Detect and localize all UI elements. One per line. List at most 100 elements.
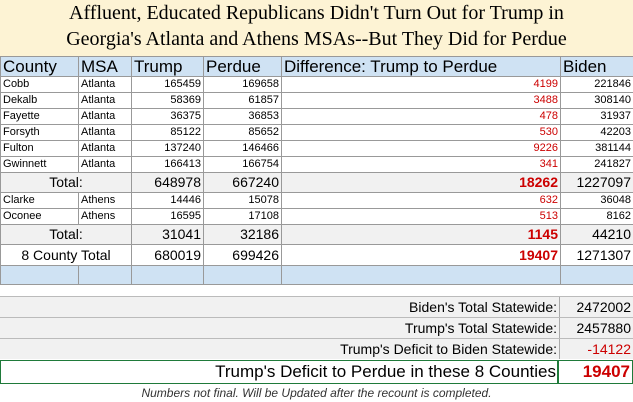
table-row: Forsyth Atlanta 85122 85652 530 42203 <box>0 124 633 141</box>
table-row: Fulton Atlanta 137240 146466 9226 381144 <box>0 140 633 157</box>
atlanta-total-row: Total: 648978 667240 18262 1227097 <box>0 172 633 193</box>
grand-total-label: 8 County Total <box>0 244 132 266</box>
biden-cell: 36048 <box>560 192 633 209</box>
header-county: County <box>0 56 79 77</box>
grand-total-trump: 680019 <box>131 244 204 266</box>
difference-cell: 513 <box>281 208 561 225</box>
athens-total-biden: 44210 <box>560 224 633 245</box>
perdue-cell: 169658 <box>203 76 282 93</box>
spacer-cell <box>281 265 561 285</box>
table-row: Clarke Athens 14446 15078 632 36048 <box>0 192 633 209</box>
table-row: Dekalb Atlanta 58369 61857 3488 308140 <box>0 92 633 109</box>
spacer-cell <box>560 265 633 285</box>
difference-cell: 478 <box>281 108 561 125</box>
biden-cell: 42203 <box>560 124 633 141</box>
deficit-statewide-value: -14122 <box>587 341 631 357</box>
atlanta-total-trump: 648978 <box>131 172 204 193</box>
title-line-2: Georgia's Atlanta and Athens MSAs--But T… <box>66 28 567 50</box>
trump-cell: 85122 <box>131 124 204 141</box>
table-row: Oconee Athens 16595 17108 513 8162 <box>0 208 633 225</box>
header-difference: Difference: Trump to Perdue <box>281 56 561 77</box>
msa-cell: Atlanta <box>78 156 132 173</box>
county-cell: Clarke <box>0 192 79 209</box>
msa-cell: Atlanta <box>78 76 132 93</box>
atlanta-total-label: Total: <box>0 172 132 193</box>
trump-statewide-value: 2457880 <box>576 320 631 336</box>
grand-total-biden: 1271307 <box>560 244 633 266</box>
difference-cell: 3488 <box>281 92 561 109</box>
header-msa: MSA <box>78 56 132 77</box>
msa-cell: Atlanta <box>78 124 132 141</box>
perdue-deficit-label: Trump's Deficit to Perdue in these 8 Cou… <box>215 362 556 381</box>
spacer-cell <box>78 265 132 285</box>
perdue-cell: 36853 <box>203 108 282 125</box>
difference-cell: 4199 <box>281 76 561 93</box>
perdue-cell: 17108 <box>203 208 282 225</box>
divider <box>559 339 560 359</box>
msa-cell: Atlanta <box>78 140 132 157</box>
deficit-statewide-row: Trump's Deficit to Biden Statewide: -141… <box>0 338 633 359</box>
perdue-deficit-value: 19407 <box>582 362 630 381</box>
spacer-row <box>0 265 633 285</box>
grand-total-perdue: 699426 <box>203 244 282 266</box>
trump-cell: 14446 <box>131 192 204 209</box>
divider <box>557 361 559 383</box>
trump-statewide-label: Trump's Total Statewide: <box>404 320 557 336</box>
athens-total-trump: 31041 <box>131 224 204 245</box>
trump-cell: 137240 <box>131 140 204 157</box>
sheet-title: Affluent, Educated Republicans Didn't Tu… <box>0 0 633 57</box>
county-cell: Dekalb <box>0 92 79 109</box>
msa-cell: Athens <box>78 208 132 225</box>
county-cell: Oconee <box>0 208 79 225</box>
biden-cell: 308140 <box>560 92 633 109</box>
difference-cell: 632 <box>281 192 561 209</box>
atlanta-total-difference: 18262 <box>281 172 561 193</box>
trump-statewide-row: Trump's Total Statewide: 2457880 <box>0 317 633 338</box>
atlanta-total-biden: 1227097 <box>560 172 633 193</box>
title-line-1: Affluent, Educated Republicans Didn't Tu… <box>69 2 564 24</box>
biden-cell: 381144 <box>560 140 633 157</box>
table-row: Gwinnett Atlanta 166413 166754 341 24182… <box>0 156 633 173</box>
biden-statewide-label: Biden's Total Statewide: <box>409 299 557 315</box>
athens-total-difference: 1145 <box>281 224 561 245</box>
biden-cell: 221846 <box>560 76 633 93</box>
difference-cell: 530 <box>281 124 561 141</box>
msa-cell: Athens <box>78 192 132 209</box>
perdue-cell: 85652 <box>203 124 282 141</box>
difference-cell: 9226 <box>281 140 561 157</box>
atlanta-total-perdue: 667240 <box>203 172 282 193</box>
biden-statewide-row: Biden's Total Statewide: 2472002 <box>0 296 633 317</box>
county-cell: Cobb <box>0 76 79 93</box>
results-table: County MSA Trump Perdue Difference: Trum… <box>0 56 633 285</box>
header-perdue: Perdue <box>203 56 282 77</box>
difference-cell: 341 <box>281 156 561 173</box>
athens-total-row: Total: 31041 32186 1145 44210 <box>0 224 633 245</box>
msa-cell: Atlanta <box>78 92 132 109</box>
trump-cell: 58369 <box>131 92 204 109</box>
footnote: Numbers not final. Will be Updated after… <box>141 386 492 400</box>
spacer-cell <box>0 265 79 285</box>
divider <box>559 297 560 317</box>
spacer-cell <box>203 265 282 285</box>
deficit-statewide-label: Trump's Deficit to Biden Statewide: <box>340 341 557 357</box>
header-biden: Biden <box>560 56 633 77</box>
biden-cell: 8162 <box>560 208 633 225</box>
trump-cell: 165459 <box>131 76 204 93</box>
divider <box>559 318 560 338</box>
county-cell: Forsyth <box>0 124 79 141</box>
table-row: Fayette Atlanta 36375 36853 478 31937 <box>0 108 633 125</box>
header-row: County MSA Trump Perdue Difference: Trum… <box>0 56 633 77</box>
county-cell: Gwinnett <box>0 156 79 173</box>
grand-total-row: 8 County Total 680019 699426 19407 12713… <box>0 244 633 266</box>
table-row: Cobb Atlanta 165459 169658 4199 221846 <box>0 76 633 93</box>
athens-total-perdue: 32186 <box>203 224 282 245</box>
spacer-cell <box>131 265 204 285</box>
county-cell: Fulton <box>0 140 79 157</box>
perdue-cell: 15078 <box>203 192 282 209</box>
trump-cell: 16595 <box>131 208 204 225</box>
perdue-cell: 61857 <box>203 92 282 109</box>
msa-cell: Atlanta <box>78 108 132 125</box>
biden-cell: 241827 <box>560 156 633 173</box>
trump-cell: 166413 <box>131 156 204 173</box>
